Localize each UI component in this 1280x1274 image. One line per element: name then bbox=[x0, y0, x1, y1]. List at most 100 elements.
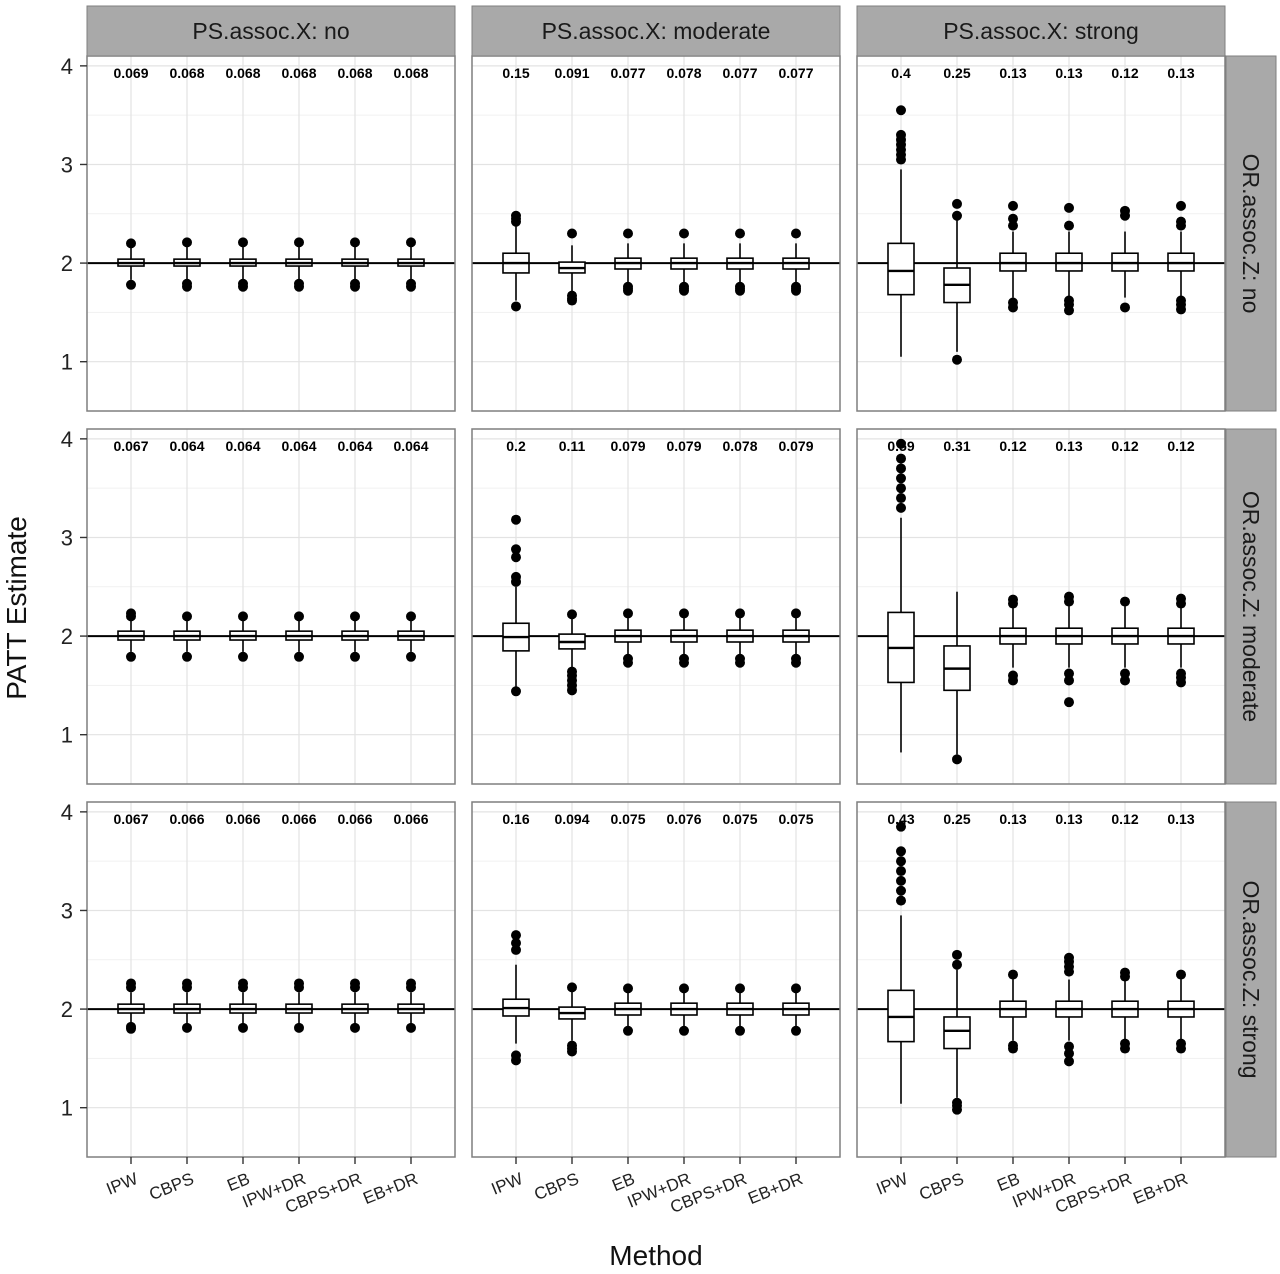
rmse-label: 0.064 bbox=[393, 438, 428, 454]
y-tick-label: 4 bbox=[61, 54, 73, 79]
rmse-label: 0.12 bbox=[1111, 438, 1138, 454]
rmse-label: 0.066 bbox=[225, 811, 260, 827]
rmse-label: 0.12 bbox=[1167, 438, 1194, 454]
outlier-point bbox=[952, 210, 962, 221]
y-tick-label: 2 bbox=[61, 251, 73, 276]
row-strip bbox=[1225, 801, 1277, 1158]
outlier-point bbox=[1008, 969, 1018, 980]
outlier-point bbox=[294, 611, 304, 622]
row-strip bbox=[1225, 428, 1277, 785]
boxplot-ipw-plus-dr bbox=[670, 983, 698, 1036]
outlier-point bbox=[350, 1022, 360, 1033]
outlier-point bbox=[896, 473, 906, 484]
outlier-point bbox=[952, 754, 962, 765]
panel: 0.15 0.091 0.077 0.078 0.077 0.077 bbox=[471, 55, 841, 412]
panel-background bbox=[857, 56, 1225, 411]
outlier-point bbox=[1064, 697, 1074, 708]
boxplot-eb-plus-dr bbox=[782, 983, 810, 1036]
outlier-point bbox=[1120, 1038, 1130, 1049]
row-strip-label: OR.assoc.Z: moderate bbox=[1238, 491, 1264, 722]
boxplot-cbps-plus-dr bbox=[726, 983, 754, 1036]
rmse-label: 0.075 bbox=[778, 811, 813, 827]
outlier-point bbox=[511, 301, 521, 312]
rmse-label: 0.079 bbox=[610, 438, 645, 454]
boxplot-eb-plus-dr bbox=[782, 608, 810, 668]
panel: 0.16 0.094 0.075 0.076 0.075 0.075 bbox=[471, 801, 841, 1158]
y-axis-title: PATT Estimate bbox=[1, 516, 32, 700]
outlier-point bbox=[1120, 596, 1130, 607]
boxplot-eb-plus-dr bbox=[1167, 969, 1195, 1054]
outlier-point bbox=[1176, 668, 1186, 679]
x-tick-label: EB+DR bbox=[745, 1169, 805, 1208]
outlier-point bbox=[511, 938, 521, 949]
y-tick-label: 1 bbox=[61, 723, 73, 748]
outlier-point bbox=[735, 1025, 745, 1036]
x-tick-label: EB+DR bbox=[360, 1169, 420, 1208]
rmse-label: 0.13 bbox=[999, 65, 1026, 81]
outlier-point bbox=[623, 1025, 633, 1036]
outlier-point bbox=[679, 608, 689, 619]
boxplot-eb-plus-dr bbox=[397, 611, 425, 662]
outlier-point bbox=[294, 651, 304, 662]
boxplot-eb bbox=[229, 978, 257, 1033]
boxplot-cbps bbox=[943, 591, 971, 765]
outlier-point bbox=[679, 983, 689, 994]
y-tick-label: 4 bbox=[61, 800, 73, 825]
outlier-point bbox=[238, 978, 248, 989]
outlier-point bbox=[896, 502, 906, 513]
outlier-point bbox=[511, 514, 521, 525]
boxplot-eb bbox=[229, 611, 257, 662]
boxplot-cbps-plus-dr bbox=[726, 228, 754, 296]
x-tick-label: IPW bbox=[874, 1169, 911, 1199]
panel-border bbox=[856, 428, 1226, 785]
outlier-point bbox=[952, 1097, 962, 1108]
panel-border bbox=[86, 801, 456, 1158]
rmse-label: 0.068 bbox=[337, 65, 372, 81]
rmse-label: 0.12 bbox=[999, 438, 1026, 454]
boxplot-cbps bbox=[558, 609, 586, 696]
row-strip-label: OR.assoc.Z: no bbox=[1238, 154, 1264, 314]
rmse-label: 0.067 bbox=[113, 438, 148, 454]
outlier-point bbox=[1120, 205, 1130, 216]
outlier-point bbox=[511, 210, 521, 221]
panel-background bbox=[857, 429, 1225, 784]
outlier-point bbox=[1008, 1040, 1018, 1051]
y-tick-label: 1 bbox=[61, 1096, 73, 1121]
rmse-label: 0.075 bbox=[610, 811, 645, 827]
boxplot-eb-plus-dr bbox=[1167, 200, 1195, 315]
rmse-label: 0.077 bbox=[610, 65, 645, 81]
x-tick-label: EB+DR bbox=[1130, 1169, 1190, 1208]
rmse-label: 0.078 bbox=[722, 438, 757, 454]
panel-background bbox=[87, 429, 455, 784]
outlier-point bbox=[350, 651, 360, 662]
outlier-point bbox=[1064, 220, 1074, 231]
rmse-label: 0.094 bbox=[554, 811, 589, 827]
outlier-point bbox=[896, 493, 906, 504]
rmse-label: 0.12 bbox=[1111, 65, 1138, 81]
outlier-point bbox=[294, 237, 304, 248]
outlier-point bbox=[1064, 675, 1074, 686]
outlier-point bbox=[1008, 200, 1018, 211]
outlier-point bbox=[511, 1050, 521, 1061]
panel-border bbox=[86, 428, 456, 785]
boxplot-eb bbox=[999, 200, 1027, 313]
boxplot-ipw bbox=[502, 930, 530, 1066]
x-axis-title: Method bbox=[609, 1240, 702, 1271]
boxplot-eb-plus-dr bbox=[397, 237, 425, 292]
outlier-point bbox=[1008, 213, 1018, 224]
outlier-point bbox=[238, 278, 248, 289]
outlier-point bbox=[238, 237, 248, 248]
rmse-label: 0.091 bbox=[554, 65, 589, 81]
boxplot-cbps bbox=[173, 978, 201, 1033]
outlier-point bbox=[126, 279, 136, 290]
outlier-point bbox=[126, 238, 136, 249]
rmse-label: 0.15 bbox=[502, 65, 529, 81]
outlier-point bbox=[1064, 1048, 1074, 1059]
outlier-point bbox=[896, 846, 906, 857]
boxplot-eb bbox=[999, 969, 1027, 1054]
outlier-point bbox=[350, 978, 360, 989]
outlier-point bbox=[511, 571, 521, 582]
rmse-label: 0.068 bbox=[281, 65, 316, 81]
rmse-label: 0.31 bbox=[943, 438, 970, 454]
